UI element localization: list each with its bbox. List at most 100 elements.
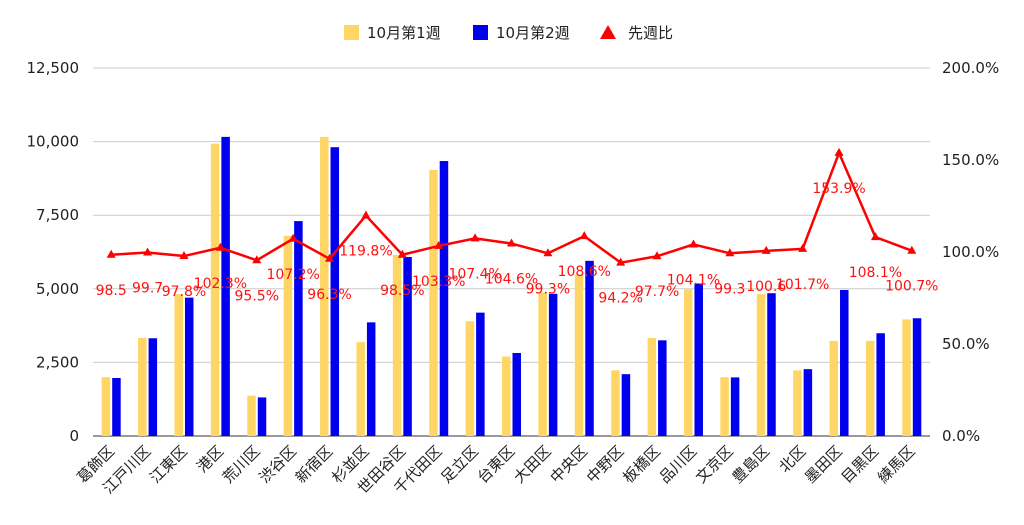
bar-week2 — [148, 338, 158, 436]
ratio-data-label: 98.5 — [96, 283, 127, 299]
bar-week2 — [221, 136, 230, 437]
legend-swatch-week2 — [473, 25, 488, 40]
right-tick-label: 50.0% — [942, 335, 990, 353]
legend-swatch-ratio — [600, 25, 616, 39]
ratio-data-label: 94.2% — [598, 291, 642, 307]
data-labels: 98.5 99.797.8%102.3%95.5% 107.2% 96.3% 119.8… — [96, 181, 939, 307]
ratio-data-label: 101.7% — [776, 277, 829, 293]
bar-week2 — [330, 147, 340, 436]
bar-week1 — [138, 337, 147, 436]
ratio-data-label: 97.8% — [162, 284, 206, 300]
bar-week2 — [366, 322, 376, 436]
ratio-data-label: 108.6% — [558, 264, 611, 280]
left-tick-label: 2,500 — [36, 353, 79, 371]
line-point — [361, 210, 371, 219]
bar-week1 — [865, 340, 875, 436]
bar-week1 — [320, 136, 329, 437]
category-label: 豊島区 — [729, 442, 774, 487]
gridlines — [93, 67, 930, 437]
bar-week1 — [720, 377, 729, 436]
line-point — [434, 240, 444, 249]
category-label: 荒川区 — [219, 442, 264, 487]
bar-week2 — [876, 333, 885, 436]
line-point — [870, 232, 880, 241]
line-point — [688, 239, 698, 248]
category-label: 渋谷区 — [255, 442, 300, 487]
bar-week2 — [112, 378, 121, 436]
ratio-data-label: 98.5% — [380, 283, 424, 299]
legend-label-week1: 10月第1週 — [367, 24, 441, 42]
ratio-data-label: 108.1% — [849, 265, 902, 281]
bar-week1 — [502, 356, 511, 436]
line-point — [470, 233, 480, 242]
bar-week1 — [210, 143, 220, 436]
ratio-data-label: 107.2% — [266, 267, 319, 283]
bar-week2 — [621, 374, 631, 436]
line-point — [179, 251, 189, 260]
line-point — [616, 257, 626, 266]
ratio-data-label: 103.3% — [412, 274, 465, 290]
category-label: 練馬区 — [874, 442, 919, 487]
bar-week2 — [512, 352, 521, 436]
bar-week1 — [574, 274, 584, 436]
bar-week1 — [429, 169, 438, 436]
bar-week2 — [840, 289, 849, 436]
left-tick-label: 5,000 — [36, 280, 79, 298]
category-label: 目黒区 — [838, 442, 883, 487]
left-tick-label: 7,500 — [36, 206, 79, 224]
line-point — [288, 233, 298, 242]
left-axis: 0 2,500 5,000 7,500 10,000 12,500 — [27, 59, 80, 445]
line-point — [106, 249, 116, 258]
bar-week2 — [730, 377, 740, 436]
line-point — [215, 242, 225, 251]
bar-week1 — [538, 292, 547, 436]
line-point — [798, 243, 808, 252]
bar-week1 — [283, 235, 293, 436]
line-point — [252, 255, 262, 264]
bar-week2 — [585, 260, 594, 436]
ratio-data-label: 95.5% — [235, 288, 279, 304]
bar-week2 — [184, 297, 194, 436]
bar-week1 — [101, 377, 111, 436]
bar-week2 — [548, 293, 558, 436]
bar-week1 — [756, 294, 766, 436]
bar-week1 — [392, 254, 402, 436]
legend-swatch-week1 — [344, 25, 359, 40]
ratio-data-label: 97.7% — [635, 284, 679, 300]
left-tick-label: 12,500 — [27, 59, 80, 77]
right-tick-label: 150.0% — [942, 151, 999, 169]
line-point — [725, 248, 735, 257]
bar-week1 — [611, 370, 620, 436]
bar-week1 — [902, 319, 911, 436]
category-label: 板橋区 — [619, 442, 664, 487]
bar-week2 — [767, 293, 776, 436]
bar-week2 — [658, 340, 667, 436]
line-point — [579, 231, 589, 240]
category-label: 足立区 — [437, 442, 482, 487]
bar-week1 — [174, 294, 183, 436]
bar-week2 — [439, 161, 449, 436]
ratio-data-label: 153.9% — [812, 181, 865, 197]
bar-week1 — [829, 340, 839, 436]
line-point — [652, 251, 662, 260]
bar-week1 — [247, 395, 256, 436]
bar-week1 — [683, 289, 693, 436]
bar-week2 — [294, 221, 303, 436]
bar-week1 — [647, 337, 657, 436]
right-axis: 0.0% 50.0% 100.0% 150.0% 200.0% — [942, 59, 999, 445]
category-label: 墨田区 — [801, 442, 846, 487]
bar-week2 — [694, 283, 703, 436]
ratio-data-label: 104.1% — [667, 272, 720, 288]
legend-label-week2: 10月第2週 — [496, 24, 570, 42]
ratio-data-label: 107.4% — [448, 266, 501, 282]
ratio-data-label: 99.3% — [526, 281, 570, 297]
bar-week1 — [793, 370, 802, 436]
category-label: 台東区 — [474, 442, 519, 487]
bar-week2 — [257, 397, 267, 436]
category-label: 文京区 — [692, 442, 737, 487]
line-point — [325, 253, 335, 262]
right-tick-label: 0.0% — [942, 427, 980, 445]
line-point — [761, 245, 771, 254]
